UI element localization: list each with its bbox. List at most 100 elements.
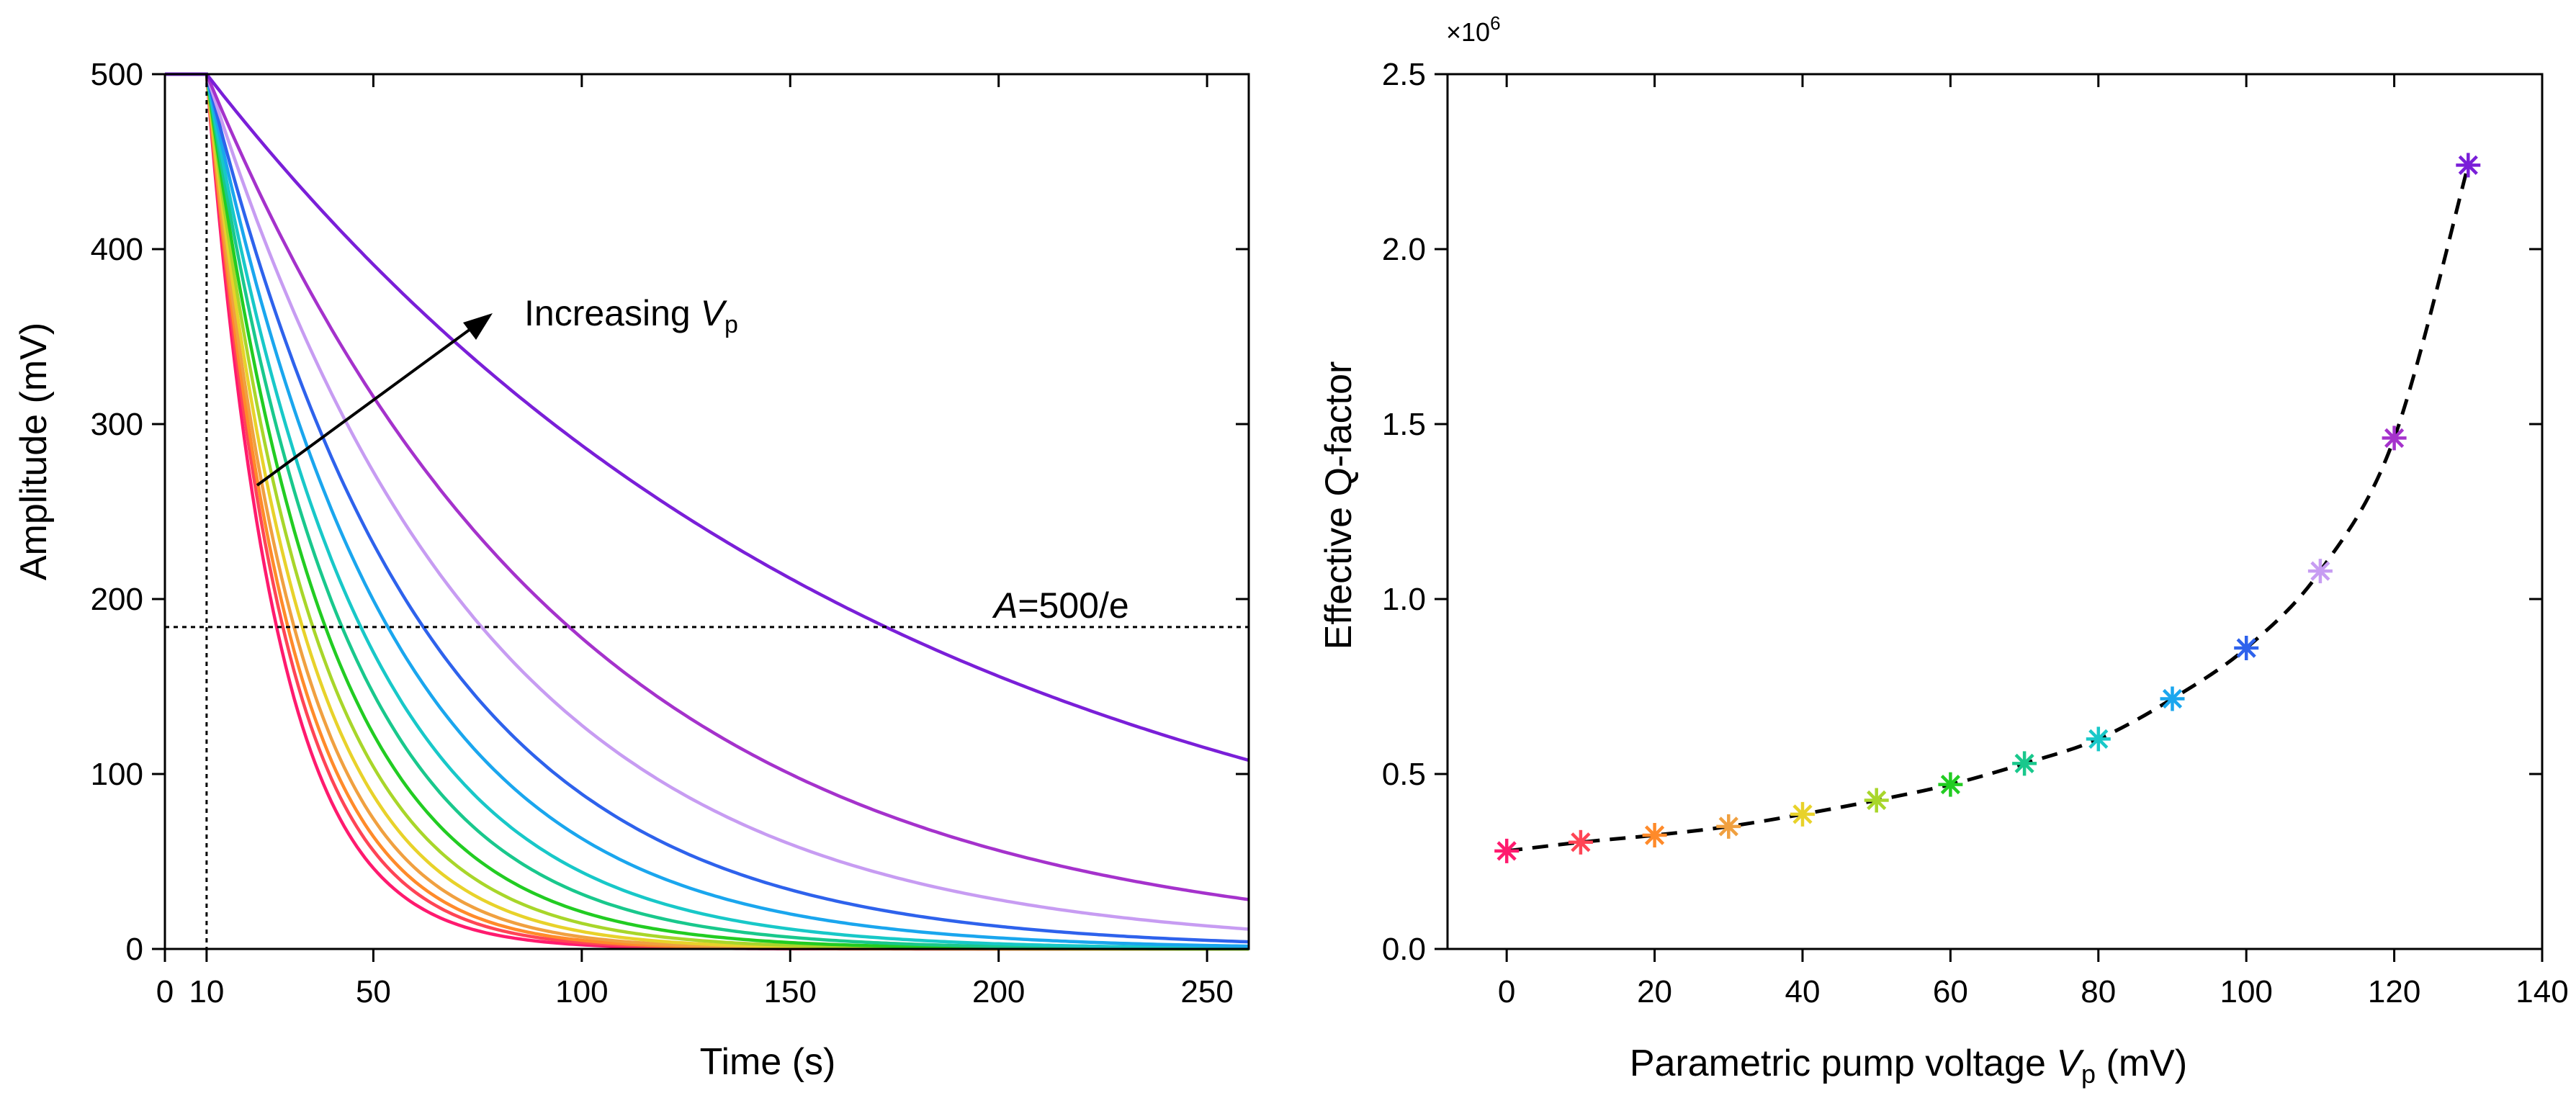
increasing-arrow	[256, 313, 493, 487]
right-x-tick-label: 20	[1637, 974, 1672, 1009]
right-x-tick-label: 0	[1498, 974, 1515, 1009]
right-y-ticks: 0.0 0.5 1.0 1.5 2.0 2.5	[1382, 57, 2542, 967]
asterisk-stroke	[1644, 825, 1665, 845]
asterisk-stroke	[2236, 638, 2256, 658]
data-point	[1642, 823, 1667, 847]
right-x-axis-title: Parametric pump voltage Vp (mV)	[1630, 1043, 2187, 1089]
left-y-tick-label: 500	[91, 57, 143, 92]
right-y-tick-label: 2.0	[1382, 232, 1426, 267]
asterisk-stroke	[1940, 775, 1960, 795]
data-point	[2382, 426, 2407, 451]
right-plot-frame	[1446, 73, 2544, 950]
q-factor-points	[1494, 153, 2481, 863]
arrow-label-sub: p	[724, 311, 738, 338]
data-point	[1716, 814, 1741, 839]
data-point	[2012, 751, 2037, 776]
right-y-tick-label: 1.5	[1382, 407, 1426, 442]
right-y-tick-label: 1.0	[1382, 582, 1426, 617]
right-x-axis-title-sub: p	[2081, 1059, 2096, 1089]
ringdown-curve-11	[165, 72, 1249, 931]
ringdown-curve-10	[165, 72, 1249, 944]
left-x-tick-label: 0	[156, 974, 174, 1009]
asterisk-stroke	[1496, 841, 1517, 861]
data-point	[1568, 829, 1593, 855]
threshold-label-var: A	[992, 585, 1018, 626]
data-point	[1790, 801, 1815, 827]
fit-dashed-line	[1506, 164, 2470, 853]
left-plot-frame	[163, 73, 1250, 950]
asterisk-stroke	[2458, 155, 2478, 175]
left-x-tick-label: 200	[972, 974, 1025, 1009]
threshold-label-text: =500/e	[1018, 585, 1128, 626]
ringdown-curve-1	[165, 72, 1249, 951]
asterisk-stroke	[2014, 753, 2034, 773]
left-chart: 0 10 50 100 150 200 250 0 100 200 300 400 500 Time …	[13, 57, 1250, 1083]
right-y-axis-title: Effective Q-factor	[1318, 361, 1360, 650]
right-x-tick-label: 140	[2516, 974, 2568, 1009]
right-x-tick-label: 60	[1933, 974, 1968, 1009]
right-chart: 0 20 40 60 80 100 120 140 0.0 0.5 1.0 1.5 2.0 2.5 ×1…	[1318, 12, 2569, 1089]
threshold-line	[165, 74, 1249, 949]
ringdown-curve-2	[165, 72, 1249, 951]
right-x-axis-title-unit: (mV)	[2096, 1043, 2187, 1084]
asterisk-stroke	[2384, 428, 2405, 449]
asterisk-stroke	[1571, 832, 1591, 852]
left-x-tick-label: 250	[1180, 974, 1233, 1009]
ringdown-curve-9	[165, 72, 1249, 948]
ringdown-curve-0	[165, 72, 1249, 951]
data-point	[2456, 153, 2481, 178]
asterisk-stroke	[2088, 729, 2109, 749]
ringdown-curves	[165, 72, 1249, 951]
arrow-label-var: V	[701, 293, 728, 333]
left-y-ticks: 0 100 200 300 400 500	[91, 57, 1249, 967]
right-x-ticks: 0 20 40 60 80 100 120 140	[1498, 74, 2569, 1009]
data-point	[2086, 726, 2111, 752]
ringdown-curve-12	[165, 72, 1249, 901]
left-x-ticks: 0 10 50 100 150 200 250	[156, 74, 1234, 1009]
right-x-tick-label: 40	[1785, 974, 1820, 1009]
left-y-tick-label: 200	[91, 582, 143, 617]
right-y-tick-label: 2.5	[1382, 57, 1426, 92]
fit-curve	[1506, 164, 2470, 853]
right-axes-box	[1446, 73, 2544, 950]
data-point	[1494, 838, 1520, 863]
asterisk-stroke	[1867, 790, 1887, 811]
right-x-tick-label: 120	[2368, 974, 2420, 1009]
arrow-label-text: Increasing	[524, 293, 701, 333]
left-x-axis-title: Time (s)	[700, 1041, 836, 1083]
left-x-tick-label: 10	[189, 974, 224, 1009]
left-x-tick-label: 150	[764, 974, 817, 1009]
right-x-axis-title-text: Parametric pump voltage	[1630, 1043, 2057, 1084]
threshold-label: A=500/e	[992, 585, 1129, 626]
left-x-tick-label: 50	[356, 974, 391, 1009]
left-y-axis-title: Amplitude (mV)	[13, 323, 55, 580]
right-x-tick-label: 100	[2220, 974, 2272, 1009]
left-y-tick-label: 400	[91, 232, 143, 267]
asterisk-stroke	[2162, 688, 2183, 709]
right-x-tick-label: 80	[2081, 974, 2116, 1009]
asterisk-stroke	[2310, 561, 2330, 581]
ringdown-curve-3	[165, 72, 1249, 951]
left-x-tick-label: 100	[555, 974, 608, 1009]
ringdown-curve-7	[165, 72, 1249, 950]
left-axes-box	[163, 73, 1250, 950]
data-point	[1864, 788, 1889, 813]
data-point	[2307, 559, 2333, 584]
right-y-tick-label: 0.0	[1382, 932, 1426, 967]
ringdown-curve-6	[165, 72, 1249, 951]
right-y-tick-label: 0.5	[1382, 757, 1426, 792]
left-y-tick-label: 300	[91, 407, 143, 442]
asterisk-stroke	[1792, 804, 1813, 824]
y-multiplier: ×106	[1446, 12, 1501, 47]
y-multiplier-base: ×10	[1446, 17, 1490, 47]
data-point	[2160, 686, 2185, 711]
data-point	[2234, 636, 2259, 660]
left-y-tick-label: 100	[91, 757, 143, 792]
left-y-tick-label: 0	[126, 932, 143, 967]
arrow-label: Increasing Vp	[524, 293, 738, 338]
ringdown-curve-8	[165, 72, 1249, 950]
ringdown-curve-5	[165, 72, 1249, 951]
data-point	[1938, 772, 1963, 797]
right-x-axis-title-var: V	[2056, 1043, 2084, 1084]
ringdown-curve-13	[165, 72, 1249, 762]
